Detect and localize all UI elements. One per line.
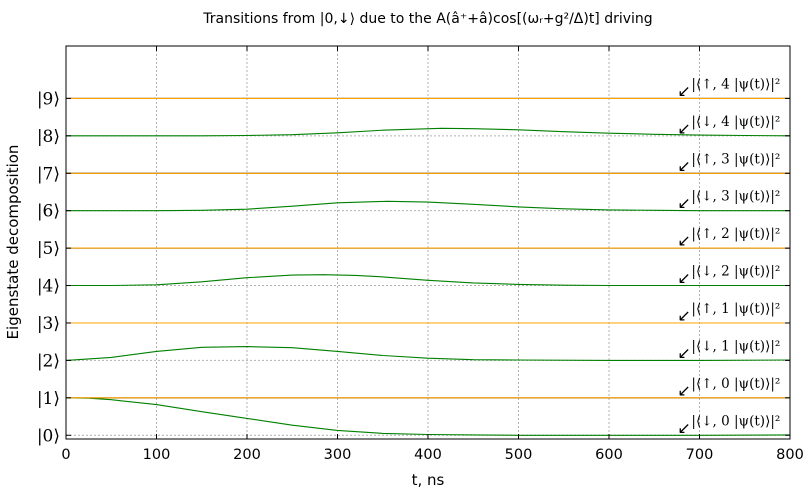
x-tick-label: 500 bbox=[505, 447, 533, 463]
annotation-label: |⟨↑, 3 |ψ(t)⟩|² bbox=[691, 151, 780, 167]
annotation-arrow-icon: ↙ bbox=[677, 381, 690, 400]
x-tick-label: 300 bbox=[324, 447, 352, 463]
annotation-label: |⟨↑, 4 |ψ(t)⟩|² bbox=[691, 76, 780, 92]
x-tick-label: 600 bbox=[595, 447, 623, 463]
x-tick-label: 700 bbox=[686, 447, 714, 463]
annotation-label: |⟨↑, 2 |ψ(t)⟩|² bbox=[691, 226, 780, 242]
y-tick-label: |5⟩ bbox=[37, 239, 60, 259]
annotation-arrow-icon: ↙ bbox=[677, 343, 690, 362]
x-axis-label: t, ns bbox=[412, 471, 445, 489]
y-tick-label: |7⟩ bbox=[37, 164, 60, 184]
series-lines bbox=[65, 97, 791, 436]
y-tick-label: |1⟩ bbox=[37, 389, 60, 409]
y-axis-label: Eigenstate decomposition bbox=[4, 145, 22, 340]
annotation-label: |⟨↓, 4 |ψ(t)⟩|² bbox=[691, 114, 780, 130]
x-tick-label: 800 bbox=[776, 447, 804, 463]
y-tick-label: |6⟩ bbox=[37, 202, 60, 222]
series-line bbox=[65, 397, 791, 436]
annotation-arrow-icon: ↙ bbox=[677, 418, 690, 437]
annotation-arrow-icon: ↙ bbox=[677, 306, 690, 325]
y-axis-ticks: |0⟩ |1⟩ |2⟩ |3⟩ |4⟩ |5⟩ |6⟩ |7⟩ |8⟩ |9⟩ bbox=[37, 89, 790, 446]
annotation-arrow-icon: ↙ bbox=[677, 194, 690, 213]
x-tick-label: 400 bbox=[414, 447, 442, 463]
y-tick-label: |2⟩ bbox=[37, 351, 60, 371]
x-tick-label: 200 bbox=[233, 447, 261, 463]
series-line bbox=[66, 274, 790, 287]
y-tick-label: |3⟩ bbox=[37, 314, 60, 334]
annotation-arrow-icon: ↙ bbox=[677, 231, 690, 250]
y-tick-label: |8⟩ bbox=[37, 127, 60, 147]
annotation-arrow-icon: ↙ bbox=[677, 119, 690, 138]
series-line bbox=[66, 200, 790, 212]
annotation-label: |⟨↓, 3 |ψ(t)⟩|² bbox=[691, 189, 780, 205]
y-tick-label: |0⟩ bbox=[37, 426, 60, 446]
x-axis-ticks: 0 100 200 300 400 500 600 700 800 bbox=[61, 46, 804, 463]
x-tick-label: 0 bbox=[61, 447, 70, 463]
annotation-label: |⟨↑, 1 |ψ(t)⟩|² bbox=[691, 301, 780, 317]
y-tick-label: |4⟩ bbox=[37, 277, 60, 297]
annotations: ↙ |⟨↓, 0 |ψ(t)⟩|²↙ |⟨↑, 0 |ψ(t)⟩|²↙ |⟨↓, 1 … bbox=[677, 76, 780, 437]
annotation-arrow-icon: ↙ bbox=[677, 156, 690, 175]
y-tick-label: |9⟩ bbox=[37, 89, 60, 109]
annotation-arrow-icon: ↙ bbox=[677, 81, 690, 100]
x-tick-label: 100 bbox=[143, 447, 171, 463]
annotation-label: |⟨↓, 1 |ψ(t)⟩|² bbox=[691, 338, 780, 354]
annotation-label: |⟨↓, 2 |ψ(t)⟩|² bbox=[691, 264, 780, 280]
annotation-arrow-icon: ↙ bbox=[677, 269, 690, 288]
series-line bbox=[65, 346, 791, 361]
chart-title: Transitions from |0,↓⟩ due to the A(â⁺+â… bbox=[202, 11, 652, 27]
annotation-label: |⟨↓, 0 |ψ(t)⟩|² bbox=[691, 413, 780, 429]
series-line bbox=[66, 127, 791, 137]
annotation-label: |⟨↑, 0 |ψ(t)⟩|² bbox=[691, 376, 780, 392]
